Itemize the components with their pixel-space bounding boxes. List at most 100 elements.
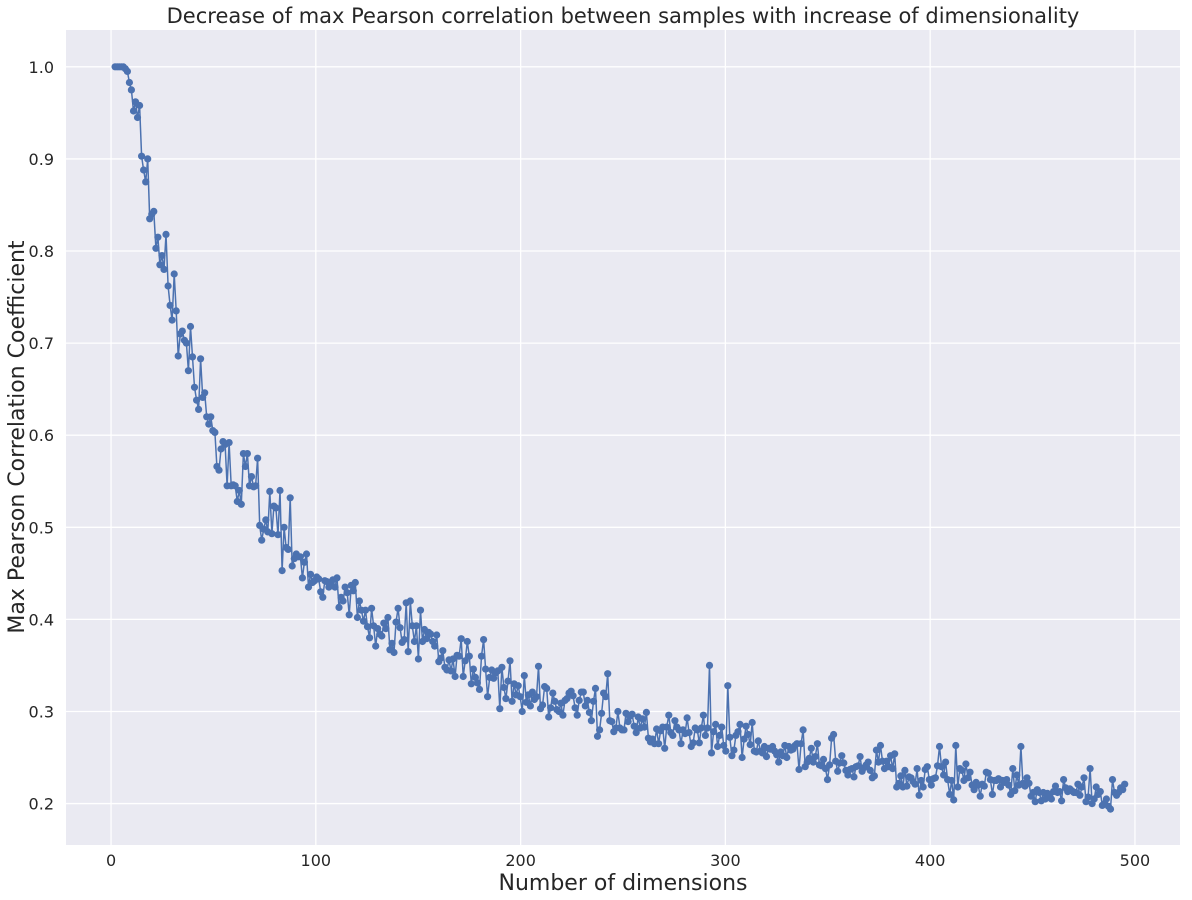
data-point bbox=[1092, 783, 1100, 791]
data-point bbox=[188, 353, 197, 361]
data-point bbox=[473, 679, 481, 687]
data-point bbox=[1013, 771, 1021, 779]
data-point bbox=[876, 741, 885, 750]
data-point bbox=[602, 693, 610, 701]
data-point bbox=[677, 740, 685, 748]
data-point bbox=[150, 207, 158, 215]
y-axis-label: Max Pearson Correlation Coefficient bbox=[5, 240, 30, 633]
data-point bbox=[728, 752, 736, 760]
data-point bbox=[724, 682, 732, 690]
data-point bbox=[891, 750, 899, 758]
data-point bbox=[591, 684, 600, 693]
data-point bbox=[197, 355, 205, 363]
data-point bbox=[579, 688, 587, 696]
data-point bbox=[331, 583, 339, 591]
data-point bbox=[813, 740, 822, 748]
data-point bbox=[392, 618, 400, 626]
data-point bbox=[480, 636, 488, 644]
data-point bbox=[339, 597, 347, 605]
data-point bbox=[1076, 791, 1084, 799]
data-point bbox=[549, 689, 557, 697]
y-tick-label: 0.5 bbox=[29, 518, 54, 537]
data-point bbox=[351, 578, 359, 587]
data-point bbox=[390, 648, 398, 657]
data-point bbox=[685, 729, 693, 737]
data-point bbox=[705, 661, 714, 670]
data-point bbox=[300, 558, 308, 566]
data-point bbox=[614, 707, 622, 716]
data-point bbox=[722, 747, 730, 755]
data-point bbox=[508, 697, 516, 705]
data-point bbox=[571, 704, 579, 712]
data-point bbox=[447, 667, 455, 675]
data-point bbox=[539, 701, 547, 709]
data-point bbox=[581, 702, 589, 710]
data-point bbox=[946, 790, 954, 799]
data-point bbox=[280, 523, 288, 531]
data-point bbox=[156, 261, 164, 269]
data-point bbox=[730, 746, 738, 754]
data-point bbox=[608, 718, 616, 726]
data-point bbox=[589, 697, 598, 705]
data-point bbox=[585, 708, 594, 717]
x-tick-label: 400 bbox=[915, 851, 946, 870]
data-point bbox=[278, 567, 286, 575]
data-point bbox=[404, 648, 412, 656]
data-point bbox=[414, 655, 422, 663]
data-point bbox=[834, 767, 842, 775]
data-point bbox=[158, 252, 166, 260]
data-point bbox=[716, 731, 724, 740]
data-point bbox=[211, 428, 219, 436]
data-point bbox=[913, 765, 921, 773]
data-point bbox=[738, 753, 746, 762]
data-point bbox=[598, 709, 606, 717]
data-point bbox=[911, 780, 919, 788]
data-point bbox=[129, 107, 138, 115]
data-point bbox=[984, 769, 992, 777]
data-point bbox=[754, 737, 762, 745]
data-point bbox=[317, 588, 325, 596]
data-point bbox=[217, 445, 225, 453]
data-point bbox=[355, 597, 363, 605]
data-point bbox=[366, 634, 374, 642]
data-point bbox=[500, 683, 508, 692]
data-point bbox=[534, 662, 543, 670]
data-point bbox=[726, 733, 734, 741]
data-point bbox=[1102, 795, 1110, 803]
data-point bbox=[1051, 782, 1060, 790]
data-point bbox=[976, 792, 984, 800]
data-point bbox=[1096, 788, 1104, 796]
data-point bbox=[274, 531, 282, 539]
data-point bbox=[406, 597, 414, 605]
data-point bbox=[864, 758, 872, 766]
data-point bbox=[762, 753, 771, 761]
data-point bbox=[154, 233, 162, 241]
data-point bbox=[384, 613, 392, 622]
data-point bbox=[1084, 793, 1092, 801]
plot-area bbox=[66, 30, 1180, 845]
data-point bbox=[349, 587, 357, 595]
data-point bbox=[152, 244, 160, 252]
data-point bbox=[809, 758, 817, 766]
data-point bbox=[964, 774, 972, 782]
data-point bbox=[980, 782, 988, 790]
data-point bbox=[701, 731, 710, 740]
data-point bbox=[1058, 797, 1066, 805]
data-point bbox=[931, 774, 940, 782]
data-point bbox=[190, 383, 199, 391]
data-point bbox=[919, 783, 927, 791]
data-point bbox=[962, 760, 970, 768]
data-point bbox=[207, 413, 215, 421]
data-point bbox=[952, 741, 960, 750]
data-point bbox=[345, 611, 353, 619]
data-point bbox=[520, 672, 528, 680]
x-tick-label: 500 bbox=[1120, 851, 1151, 870]
data-point bbox=[872, 746, 881, 754]
data-point bbox=[186, 322, 195, 331]
data-point bbox=[736, 720, 744, 729]
data-point bbox=[504, 677, 512, 685]
data-point bbox=[333, 574, 341, 582]
x-axis-label: Number of dimensions bbox=[499, 871, 748, 896]
data-point bbox=[353, 613, 361, 622]
data-point bbox=[532, 693, 541, 701]
